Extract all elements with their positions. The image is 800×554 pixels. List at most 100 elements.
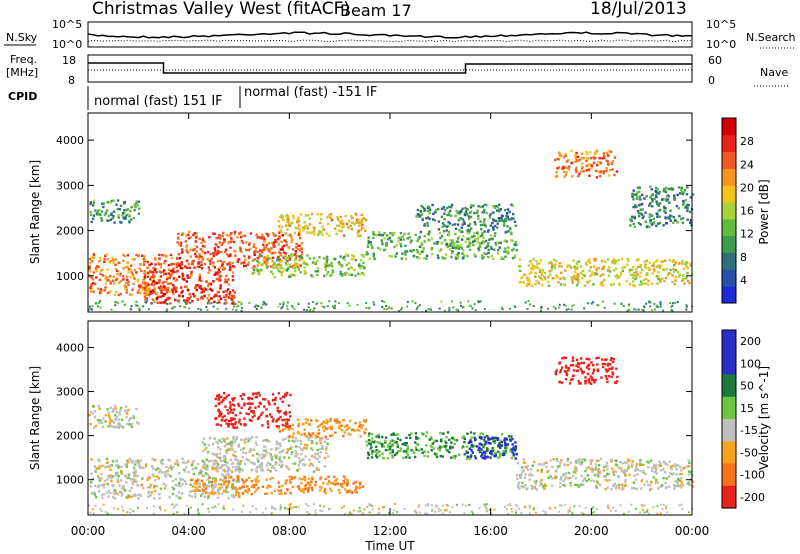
beam-label: Beam 17 (340, 1, 412, 20)
noise-tick-top-left: 10^5 (52, 18, 82, 31)
echo-band (214, 391, 292, 430)
x-axis-label: Time UT (364, 539, 415, 553)
velocity-colorbar-segment (722, 352, 736, 376)
velocity-ylabel: Slant Range [km] (28, 366, 42, 470)
cpid-bar: CPID normal (fast) 151 IF normal (fast) … (8, 85, 377, 110)
velocity-colorbar-segment (722, 330, 736, 353)
power-colorbar-segment (722, 185, 736, 203)
velocity-colorbar-tick: -100 (740, 469, 765, 482)
power-colorbar-segment (722, 134, 736, 153)
freq-panel: Freq. [MHz] 18 8 60 0 Nave (6, 53, 790, 87)
power-colorbar: 4 8 12 16 20 24 28 (721, 117, 754, 304)
freq-label: Freq. (10, 53, 37, 66)
echo-band (89, 457, 241, 500)
echo-band (554, 356, 619, 385)
velocity-heatmap (88, 356, 695, 515)
echo-band (517, 257, 694, 288)
echo-band (201, 435, 330, 474)
echo-band (89, 199, 141, 224)
x-tick-label: 20:00 (574, 524, 609, 538)
echo-band (365, 230, 518, 261)
x-tick-label: 00:00 (675, 524, 710, 538)
power-colorbar-frame (721, 117, 737, 304)
freq-tick-top: 18 (62, 54, 76, 67)
noise-sky-label: N.Sky (6, 31, 38, 44)
echo-band (88, 404, 140, 429)
x-tick-label: 16:00 (473, 524, 508, 538)
power-panel: Slant Range [km] 1000 2000 3000 4000 4 8 12 16… (28, 112, 771, 313)
power-colorbar-segment (722, 269, 736, 287)
echo-band (629, 185, 695, 229)
noise-tick-bottom-right: 10^0 (706, 38, 736, 51)
station-title: Christmas Valley West (fitACF) (92, 0, 350, 19)
y-tick-label: 2000 (56, 225, 84, 238)
power-colorbar-segment (722, 218, 736, 237)
power-colorbar-tick: 28 (740, 135, 754, 148)
y-tick-label: 4000 (56, 134, 84, 147)
power-colorbar-tick: 12 (740, 228, 754, 241)
power-colorbar-segment (722, 286, 736, 304)
y-tick-label: 3000 (56, 386, 84, 399)
velocity-colorbar-tick: -50 (740, 446, 758, 459)
velocity-colorbar-segment (722, 485, 736, 509)
date-label: 18/Jul/2013 (590, 0, 687, 19)
power-colorbar-segment (722, 118, 736, 136)
velocity-colorbar-segment (722, 396, 736, 420)
power-colorbar-tick: 8 (740, 251, 747, 264)
velocity-colorbar-tick: 50 (740, 380, 754, 393)
x-tick-label: 00:00 (71, 524, 106, 538)
x-tick-label: 08:00 (272, 524, 307, 538)
echo-band (277, 212, 367, 238)
x-axis-ticks: 00:00 04:00 08:00 12:00 16:00 20:00 00:00 (71, 113, 710, 538)
velocity-colorbar-tick: 200 (740, 335, 761, 348)
y-tick-label: 2000 (56, 430, 84, 443)
echo-band (251, 253, 366, 279)
power-colorbar-tick: 4 (740, 274, 747, 287)
x-tick-label: 04:00 (171, 524, 206, 538)
y-tick-label: 4000 (56, 341, 84, 354)
power-colorbar-tick: 24 (740, 158, 754, 171)
y-tick-label: 1000 (56, 474, 84, 487)
noise-panel: N.Sky 10^5 10^0 10^5 10^0 N.Search (4, 18, 796, 51)
power-colorbar-segment (722, 235, 736, 253)
echo-band (415, 203, 517, 233)
echo-band (466, 436, 518, 460)
ground-scatter-strip (88, 300, 694, 312)
echo-band (143, 262, 237, 306)
nave-tick-bottom: 0 (708, 74, 715, 87)
power-colorbar-segment (722, 202, 736, 220)
nave-tick-top: 60 (708, 54, 722, 67)
velocity-colorbar-segment (722, 419, 736, 442)
noise-search-label: N.Search (746, 31, 796, 44)
power-colorbar-tick: 20 (740, 181, 754, 194)
power-ylabel: Slant Range [km] (28, 160, 42, 264)
freq-unit-label: [MHz] (6, 66, 38, 79)
cpid-segment-1: normal (fast) 151 IF (94, 94, 223, 109)
power-colorbar-label: Power [dB] (757, 179, 771, 244)
freq-tick-bottom: 8 (68, 74, 75, 87)
velocity-colorbar: 200 100 50 15 -15 -50 -100 -200 (721, 329, 765, 509)
y-tick-label: 1000 (56, 270, 84, 283)
velocity-panel: Slant Range [km] 1000 2000 3000 4000 200 100… (28, 320, 771, 516)
noise-search-trace (87, 39, 693, 43)
power-colorbar-tick: 16 (740, 205, 754, 218)
freq-trace (88, 62, 692, 74)
velocity-colorbar-frame (721, 329, 737, 509)
echo-band (515, 457, 695, 491)
echo-band (176, 230, 304, 269)
nave-label: Nave (760, 66, 788, 79)
velocity-colorbar-segment (722, 463, 736, 487)
velocity-colorbar-tick: 100 (740, 357, 761, 370)
echo-band (277, 418, 368, 438)
echo-band (190, 475, 365, 496)
noise-tick-bottom-left: 10^0 (52, 38, 82, 51)
velocity-colorbar-label: Velocity [m s^-1] (757, 366, 771, 470)
echo-band (554, 149, 619, 179)
velocity-colorbar-tick: -15 (740, 424, 758, 437)
power-heatmap (88, 149, 695, 312)
noise-sky-trace (87, 31, 693, 39)
power-colorbar-segment (722, 151, 736, 169)
power-colorbar-segment (722, 168, 736, 186)
cpid-label: CPID (8, 90, 37, 103)
